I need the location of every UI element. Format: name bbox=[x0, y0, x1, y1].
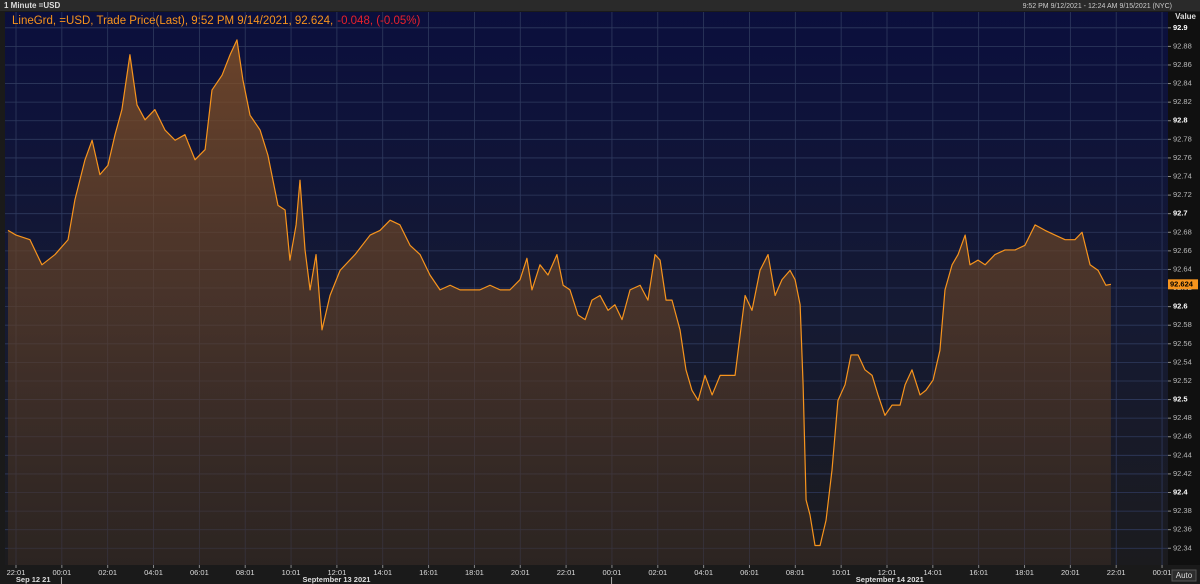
x-tick-label: 22:01 bbox=[7, 568, 26, 577]
y-tick-label: 92.6 bbox=[1173, 302, 1188, 311]
date-label: September 14 2021 bbox=[856, 575, 924, 584]
y-tick-label: 92.42 bbox=[1173, 469, 1192, 478]
y-tick-label: 92.88 bbox=[1173, 41, 1192, 50]
legend-label: LineGrd, =USD, Trade Price(Last), 9:52 P… bbox=[12, 15, 333, 27]
x-tick-label: 20:01 bbox=[1061, 568, 1080, 577]
x-tick-label: 04:01 bbox=[144, 568, 163, 577]
date-label: Sep 12 21 bbox=[16, 575, 51, 584]
legend: LineGrd, =USD, Trade Price(Last), 9:52 P… bbox=[12, 15, 420, 27]
y-tick-label: 92.8 bbox=[1173, 116, 1188, 125]
date-label: September 13 2021 bbox=[303, 575, 371, 584]
interval-label: 1 Minute =USD bbox=[4, 1, 60, 10]
x-tick-label: 20:01 bbox=[511, 568, 530, 577]
y-tick-label: 92.38 bbox=[1173, 506, 1192, 515]
y-tick-label: 92.58 bbox=[1173, 320, 1192, 329]
y-tick-label: 92.46 bbox=[1173, 432, 1192, 441]
y-tick-label: 92.36 bbox=[1173, 525, 1192, 534]
y-tick-label: 92.7 bbox=[1173, 209, 1188, 218]
x-tick-label: 22:01 bbox=[557, 568, 576, 577]
x-tick-label: 22:01 bbox=[1107, 568, 1126, 577]
x-tick-label: 16:01 bbox=[969, 568, 988, 577]
y-tick-label: 92.86 bbox=[1173, 60, 1192, 69]
x-tick-label: 04:01 bbox=[694, 568, 713, 577]
x-tick-label: 02:01 bbox=[98, 568, 117, 577]
x-tick-label: 00:01 bbox=[1153, 568, 1172, 577]
x-tick-label: 14:01 bbox=[373, 568, 392, 577]
y-tick-label: 92.48 bbox=[1173, 413, 1192, 422]
y-tick-label: 92.82 bbox=[1173, 97, 1192, 106]
legend-change: -0.048, (-0.05%) bbox=[337, 15, 420, 27]
y-tick-label: 92.74 bbox=[1173, 171, 1192, 180]
x-tick-label: 18:01 bbox=[1015, 568, 1034, 577]
price-line bbox=[7, 39, 1112, 547]
marks bbox=[7, 39, 1112, 565]
x-tick-label: 18:01 bbox=[465, 568, 484, 577]
x-tick-label: 06:01 bbox=[190, 568, 209, 577]
y-tick-label: 92.76 bbox=[1173, 153, 1192, 162]
last-value-label: 92.624 bbox=[1170, 279, 1194, 288]
y-tick-label: 92.4 bbox=[1173, 487, 1188, 496]
header-bar bbox=[0, 0, 1200, 11]
y-tick-label: 92.5 bbox=[1173, 395, 1188, 404]
x-tick-label: 06:01 bbox=[740, 568, 759, 577]
y-tick-label: 92.68 bbox=[1173, 227, 1192, 236]
y-tick-label: 92.9 bbox=[1173, 23, 1188, 32]
x-tick-label: 00:01 bbox=[603, 568, 622, 577]
y-tick-label: 92.52 bbox=[1173, 376, 1192, 385]
x-tick-label: 08:01 bbox=[786, 568, 805, 577]
y-tick-label: 92.34 bbox=[1173, 543, 1192, 552]
axes: 92.34 92.36 92.38 92.4 92.42 92.44 92.46 92.48 9… bbox=[7, 23, 1198, 584]
x-tick-label: 00:01 bbox=[52, 568, 71, 577]
y-tick-label: 92.64 bbox=[1173, 264, 1192, 273]
y-tick-label: 92.84 bbox=[1173, 79, 1192, 88]
x-tick-label: 16:01 bbox=[419, 568, 438, 577]
auto-button[interactable] bbox=[1171, 569, 1197, 582]
y-tick-label: 92.54 bbox=[1173, 357, 1192, 366]
x-tick-label: 08:01 bbox=[236, 568, 255, 577]
y-tick-label: 92.44 bbox=[1173, 450, 1192, 459]
x-tick-label: 14:01 bbox=[923, 568, 942, 577]
y-axis-title: Value bbox=[1175, 12, 1196, 21]
y-tick-label: 92.66 bbox=[1173, 246, 1192, 255]
x-tick-label: 10:01 bbox=[832, 568, 851, 577]
y-tick-label: 92.78 bbox=[1173, 134, 1192, 143]
x-tick-label: 10:01 bbox=[282, 568, 301, 577]
last-value-marker bbox=[1168, 279, 1198, 290]
x-tick-label: 02:01 bbox=[648, 568, 667, 577]
x-tick-label: 12:01 bbox=[878, 568, 897, 577]
range-label: 9:52 PM 9/12/2021 - 12:24 AM 9/15/2021 (… bbox=[1023, 3, 1172, 10]
auto-button-label[interactable]: Auto bbox=[1176, 571, 1193, 580]
y-tick-label: 92.56 bbox=[1173, 339, 1192, 348]
y-tick-label: 92.72 bbox=[1173, 190, 1192, 199]
x-tick-label: 12:01 bbox=[328, 568, 347, 577]
